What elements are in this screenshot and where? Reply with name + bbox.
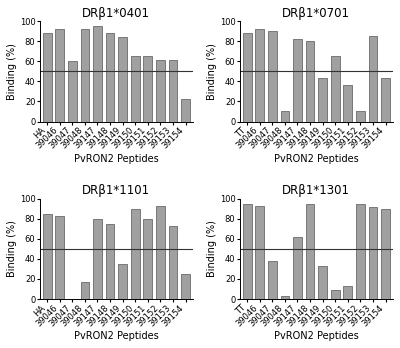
Bar [106, 224, 114, 299]
Bar [68, 61, 77, 121]
Bar [318, 78, 327, 121]
Bar [243, 204, 252, 299]
Bar [381, 208, 390, 299]
Bar [93, 219, 102, 299]
Bar [55, 216, 64, 299]
Bar [368, 36, 377, 121]
Bar [80, 29, 89, 121]
Bar [43, 33, 52, 121]
Bar [93, 26, 102, 121]
Bar [181, 274, 190, 299]
Bar [156, 206, 165, 299]
X-axis label: PvRON2 Peptides: PvRON2 Peptides [74, 331, 159, 341]
X-axis label: PvRON2 Peptides: PvRON2 Peptides [274, 331, 359, 341]
Bar [118, 264, 127, 299]
Y-axis label: Binding (%): Binding (%) [7, 220, 17, 277]
Bar [280, 296, 289, 299]
Bar [106, 33, 114, 121]
Bar [356, 111, 365, 121]
Bar [268, 31, 277, 121]
Y-axis label: Binding (%): Binding (%) [207, 220, 217, 277]
Bar [143, 219, 152, 299]
Bar [331, 56, 340, 121]
Bar [368, 207, 377, 299]
Bar [80, 282, 89, 299]
Bar [131, 56, 140, 121]
Bar [306, 204, 314, 299]
Title: DRβ1*0401: DRβ1*0401 [82, 7, 150, 20]
Bar [156, 60, 165, 121]
Bar [356, 204, 365, 299]
Y-axis label: Binding (%): Binding (%) [207, 43, 217, 100]
Bar [143, 56, 152, 121]
Bar [331, 290, 340, 299]
Bar [280, 111, 289, 121]
X-axis label: PvRON2 Peptides: PvRON2 Peptides [74, 153, 159, 164]
Bar [343, 286, 352, 299]
Bar [381, 78, 390, 121]
Bar [306, 41, 314, 121]
Bar [293, 39, 302, 121]
Title: DRβ1*1301: DRβ1*1301 [282, 184, 350, 197]
Y-axis label: Binding (%): Binding (%) [7, 43, 17, 100]
Bar [131, 208, 140, 299]
Bar [293, 237, 302, 299]
Bar [118, 37, 127, 121]
Bar [318, 266, 327, 299]
Bar [268, 261, 277, 299]
X-axis label: PvRON2 Peptides: PvRON2 Peptides [274, 153, 359, 164]
Bar [181, 100, 190, 121]
Bar [255, 206, 264, 299]
Bar [55, 29, 64, 121]
Bar [43, 214, 52, 299]
Bar [168, 60, 177, 121]
Title: DRβ1*1101: DRβ1*1101 [82, 184, 150, 197]
Bar [343, 85, 352, 121]
Bar [168, 226, 177, 299]
Bar [255, 29, 264, 121]
Bar [243, 33, 252, 121]
Title: DRβ1*0701: DRβ1*0701 [282, 7, 350, 20]
